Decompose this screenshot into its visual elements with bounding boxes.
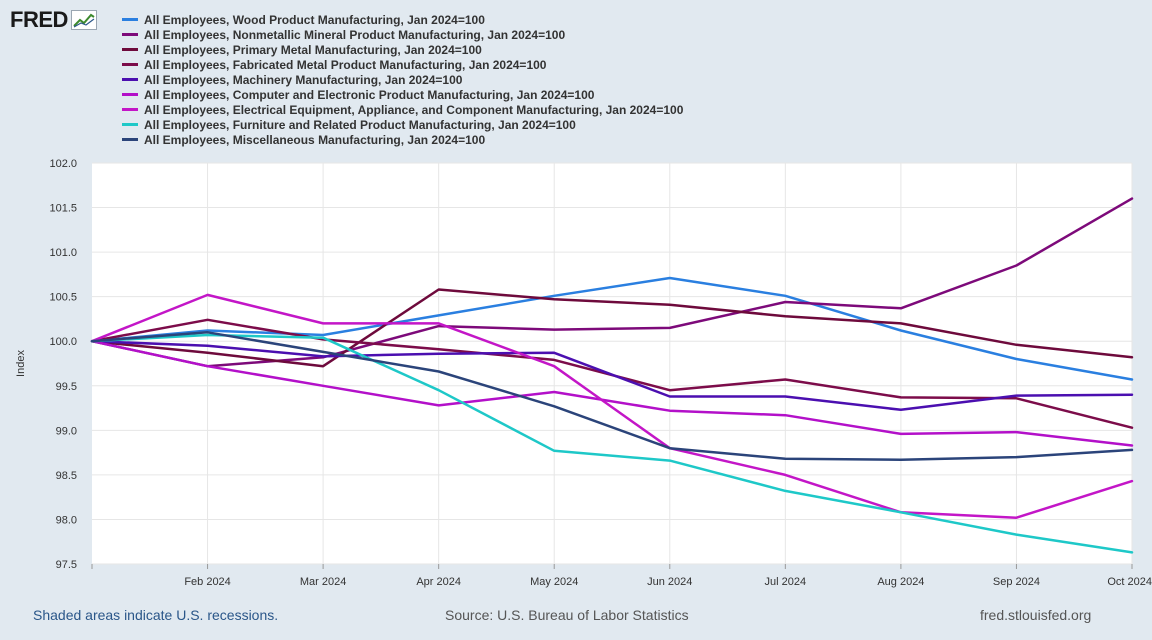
y-tick-label: 99.0 — [56, 425, 77, 437]
legend-swatch — [122, 78, 138, 81]
legend-swatch — [122, 108, 138, 111]
legend-swatch — [122, 138, 138, 141]
legend-label: All Employees, Nonmetallic Mineral Produ… — [144, 27, 566, 42]
series-line[interactable] — [90, 339, 1134, 447]
legend-item[interactable]: All Employees, Nonmetallic Mineral Produ… — [122, 27, 683, 42]
legend-item[interactable]: All Employees, Computer and Electronic P… — [122, 87, 683, 102]
series-line[interactable] — [90, 293, 1134, 519]
y-axis-label: Index — [15, 350, 27, 377]
series-line[interactable] — [90, 339, 1134, 412]
site-link[interactable]: fred.stlouisfed.org — [980, 607, 1092, 623]
legend-label: All Employees, Computer and Electronic P… — [144, 87, 595, 102]
legend-label: All Employees, Miscellaneous Manufacturi… — [144, 132, 486, 147]
series-line[interactable] — [90, 333, 1134, 554]
legend-label: All Employees, Electrical Equipment, App… — [144, 102, 684, 117]
legend-swatch — [122, 48, 138, 51]
fred-chart-icon — [70, 10, 97, 30]
legend-swatch — [122, 18, 138, 21]
y-tick-label: 100.0 — [49, 336, 77, 348]
x-tick-label: May 2024 — [530, 576, 578, 588]
series-line[interactable] — [90, 276, 1134, 381]
x-tick-label: Aug 2024 — [877, 576, 924, 588]
legend-label: All Employees, Furniture and Related Pro… — [144, 117, 576, 132]
y-tick-label: 97.5 — [56, 559, 77, 571]
x-tick-label: Apr 2024 — [416, 576, 461, 588]
legend-item[interactable]: All Employees, Fabricated Metal Product … — [122, 57, 683, 72]
series-line[interactable] — [90, 288, 1134, 368]
legend-label: All Employees, Wood Product Manufacturin… — [144, 12, 485, 27]
chart-legend: All Employees, Wood Product Manufacturin… — [122, 12, 683, 147]
source-note: Source: U.S. Bureau of Labor Statistics — [445, 607, 689, 623]
x-tick-label: Jul 2024 — [765, 576, 807, 588]
y-tick-label: 102.0 — [49, 158, 77, 170]
recession-note: Shaded areas indicate U.S. recessions. — [33, 607, 279, 623]
fred-logo[interactable]: FRED — [10, 7, 97, 33]
legend-item[interactable]: All Employees, Miscellaneous Manufacturi… — [122, 132, 683, 147]
legend-label: All Employees, Primary Metal Manufacturi… — [144, 42, 482, 57]
legend-swatch — [122, 123, 138, 126]
y-tick-label: 101.5 — [49, 203, 77, 215]
legend-item[interactable]: All Employees, Primary Metal Manufacturi… — [122, 42, 683, 57]
y-tick-label: 99.5 — [56, 381, 77, 393]
y-tick-label: 98.5 — [56, 470, 77, 482]
legend-item[interactable]: All Employees, Machinery Manufacturing, … — [122, 72, 683, 87]
y-tick-label: 100.5 — [49, 292, 77, 304]
x-tick-label: Sep 2024 — [993, 576, 1040, 588]
x-tick-label: Feb 2024 — [184, 576, 230, 588]
legend-label: All Employees, Fabricated Metal Product … — [144, 57, 547, 72]
series-line[interactable] — [90, 197, 1134, 368]
y-tick-label: 101.0 — [49, 247, 77, 259]
legend-item[interactable]: All Employees, Electrical Equipment, App… — [122, 102, 683, 117]
x-tick-label: Jun 2024 — [647, 576, 692, 588]
series-line[interactable] — [90, 331, 1134, 461]
x-tick-label: Oct 2024 — [1107, 576, 1152, 588]
legend-swatch — [122, 93, 138, 96]
legend-swatch — [122, 33, 138, 36]
fred-logo-text: FRED — [10, 7, 68, 32]
legend-label: All Employees, Machinery Manufacturing, … — [144, 72, 463, 87]
legend-swatch — [122, 63, 138, 66]
plot-area — [92, 163, 1132, 564]
line-chart: 102.0 101.5 101.0 100.5 100.0 99.5 99.0 98.5 98.… — [15, 158, 1152, 588]
x-tick-label: Mar 2024 — [300, 576, 346, 588]
legend-item[interactable]: All Employees, Furniture and Related Pro… — [122, 117, 683, 132]
y-tick-label: 98.0 — [56, 514, 77, 526]
legend-item[interactable]: All Employees, Wood Product Manufacturin… — [122, 12, 683, 27]
